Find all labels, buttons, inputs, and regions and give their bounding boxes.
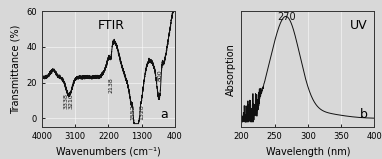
Text: b: b (360, 108, 368, 121)
Text: 800: 800 (158, 69, 163, 81)
Y-axis label: Transmittance (%): Transmittance (%) (11, 24, 21, 114)
Text: 2138: 2138 (108, 78, 113, 93)
Text: a: a (160, 108, 168, 121)
Y-axis label: Absorption: Absorption (226, 43, 236, 96)
Text: 1328: 1328 (139, 104, 144, 120)
Text: 270: 270 (277, 12, 296, 22)
X-axis label: Wavelength (nm): Wavelength (nm) (265, 147, 350, 157)
X-axis label: Wavenumbers (cm⁻¹): Wavenumbers (cm⁻¹) (56, 147, 161, 157)
Text: 3210: 3210 (69, 94, 74, 109)
Text: UV: UV (350, 19, 368, 32)
Text: 1552: 1552 (130, 104, 135, 120)
Text: FTIR: FTIR (98, 19, 125, 32)
Text: 3338: 3338 (64, 93, 69, 109)
